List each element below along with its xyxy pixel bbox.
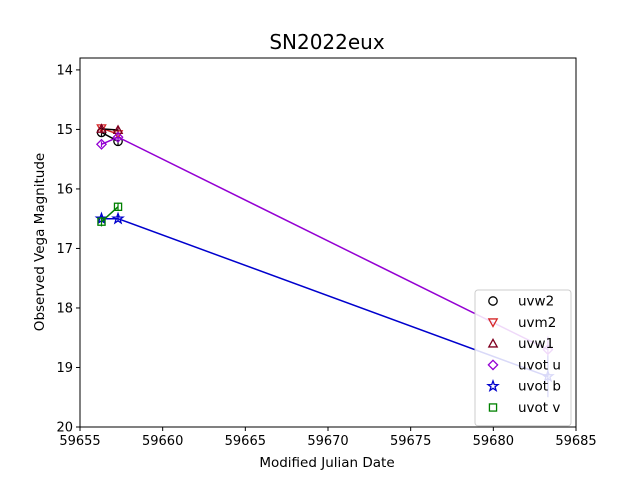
legend-marker xyxy=(488,296,498,306)
y-tick-label: 14 xyxy=(56,63,73,78)
y-tick-label: 19 xyxy=(56,361,73,376)
legend-label: uvot b xyxy=(518,379,561,395)
data-point xyxy=(95,138,108,150)
data-point xyxy=(113,202,123,212)
chart-title: SN2022eux xyxy=(269,30,385,54)
x-tick-label: 59680 xyxy=(473,434,514,449)
x-tick-label: 59655 xyxy=(59,434,100,449)
legend-marker xyxy=(487,359,499,371)
data-point xyxy=(112,131,124,143)
x-axis-ticks: 59655 59660 59665 59670 59675 59680 59685 xyxy=(59,427,597,449)
legend-label: uvot u xyxy=(518,357,561,373)
x-tick-label: 59665 xyxy=(225,434,266,449)
legend-marker xyxy=(486,378,500,393)
plot-marks xyxy=(94,123,555,398)
y-tick-label: 20 xyxy=(56,421,73,436)
legend: uvw2 uvm2 uvw1 uvot u uvot b uvot v xyxy=(474,289,572,427)
y-tick-label: 15 xyxy=(56,123,73,138)
data-point xyxy=(111,211,125,225)
x-tick-label: 59685 xyxy=(555,434,596,449)
x-tick-label: 59675 xyxy=(390,434,431,449)
y-axis-ticks: 14 15 16 17 18 19 20 xyxy=(56,63,80,436)
x-tick-label: 59660 xyxy=(142,434,183,449)
series-uvw1 xyxy=(96,123,124,135)
y-tick-label: 17 xyxy=(56,242,73,257)
legend-box xyxy=(474,289,572,427)
y-tick-label: 16 xyxy=(56,182,73,197)
x-tick-label: 59670 xyxy=(307,434,348,449)
series-line xyxy=(100,206,119,223)
data-point xyxy=(97,217,106,226)
legend-label: uvot v xyxy=(518,400,560,416)
series-uvot-v xyxy=(97,202,123,227)
y-tick-label: 18 xyxy=(56,301,73,316)
legend-label: uvw2 xyxy=(518,294,554,310)
y-axis-label: Observed Vega Magnitude xyxy=(32,153,48,331)
legend-label: uvm2 xyxy=(518,315,556,331)
data-point xyxy=(96,123,107,133)
legend-marker xyxy=(488,403,498,412)
x-axis-label: Modified Julian Date xyxy=(259,455,394,471)
legend-label: uvw1 xyxy=(518,336,554,352)
legend-marker xyxy=(487,318,499,328)
legend-marker xyxy=(487,338,499,348)
